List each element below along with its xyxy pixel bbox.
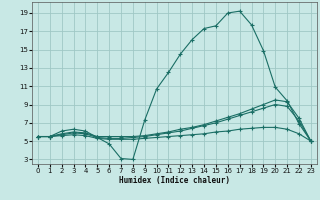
X-axis label: Humidex (Indice chaleur): Humidex (Indice chaleur) <box>119 176 230 185</box>
